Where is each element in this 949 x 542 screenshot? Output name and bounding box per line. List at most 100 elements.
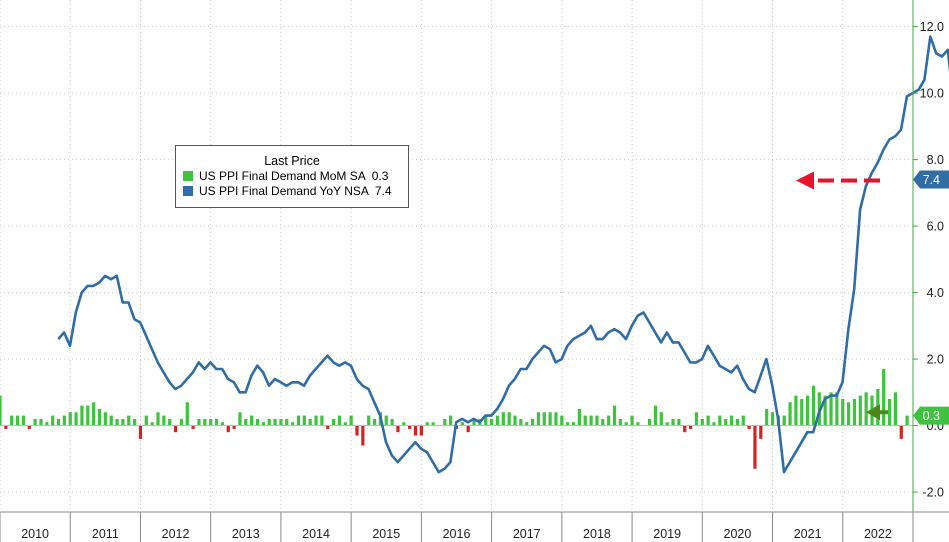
mom-bar [700, 418, 704, 426]
red-arrow-head [796, 171, 814, 190]
mom-bar-series [0, 369, 909, 469]
mom-bar [232, 425, 236, 429]
x-tick-label: 2021 [794, 527, 822, 541]
x-tick-label: 2013 [232, 527, 260, 541]
mom-bar [759, 425, 763, 439]
x-tick-label: 2011 [92, 527, 119, 541]
mom-bar [677, 418, 681, 426]
mom-bar [255, 418, 260, 426]
mom-bar [103, 412, 107, 426]
last-value-tag-label: 7.4 [923, 173, 940, 187]
last-value-tag [913, 406, 949, 425]
legend-entry-yoy: US PPI Final Demand YoY NSA 7.4 [176, 183, 408, 198]
mom-bar [688, 425, 693, 429]
mom-bar [864, 392, 868, 426]
mom-bar [431, 422, 435, 426]
mom-bar [882, 369, 886, 426]
x-tick-label: 2017 [513, 527, 541, 541]
mom-bar [0, 395, 2, 426]
mom-bar [724, 418, 728, 426]
legend-value-yoy: 7.4 [374, 183, 392, 198]
x-tick-label: 2022 [864, 527, 892, 541]
mom-bar [829, 392, 833, 426]
mom-bar [343, 422, 347, 426]
mom-bar [858, 395, 862, 426]
mom-bar [162, 415, 166, 426]
mom-bar [209, 418, 213, 426]
last-value-tag-label: 0.3 [923, 409, 940, 423]
mom-bar [115, 418, 119, 426]
legend: Last Price US PPI Final Demand MoM SA 0.… [175, 145, 409, 208]
mom-bar [566, 422, 570, 426]
mom-bar [10, 415, 14, 426]
mom-bar [355, 425, 359, 436]
mom-bar [595, 415, 599, 426]
mom-bar [419, 425, 423, 436]
mom-bar [261, 422, 265, 426]
mom-bar [314, 415, 318, 426]
mom-bar [554, 412, 558, 426]
mom-bar [530, 418, 535, 426]
mom-bar [97, 408, 102, 426]
x-tick-label: 2019 [653, 527, 681, 541]
mom-bar [121, 418, 125, 426]
mom-bar [905, 415, 909, 426]
mom-bar [560, 415, 564, 426]
mom-bar [489, 418, 494, 426]
mom-bar [39, 418, 43, 426]
mom-bar [735, 418, 740, 426]
vertical-grid [0, 0, 914, 512]
mom-bar [413, 425, 418, 436]
mom-bar [893, 392, 898, 426]
legend-title: Last Price [264, 154, 320, 168]
mom-bar [835, 392, 839, 426]
x-tick-label: 2015 [372, 527, 400, 541]
mom-bar [741, 415, 745, 426]
mom-bar [706, 415, 710, 426]
y-tick-label: 2.0 [927, 353, 944, 367]
mom-bar [21, 415, 26, 426]
mom-bar [168, 418, 172, 426]
y-tick-label: 12.0 [920, 20, 944, 34]
mom-bar [449, 415, 453, 426]
legend-label-mom: US PPI Final Demand MoM SA [199, 168, 366, 183]
mom-bar [788, 402, 792, 426]
mom-bar [238, 412, 242, 426]
mom-bar [589, 415, 593, 426]
mom-bar [62, 415, 66, 426]
legend-swatch-yoy [183, 185, 193, 196]
mom-bar [671, 418, 675, 426]
mom-bar [132, 418, 137, 426]
mom-bar [612, 405, 617, 426]
mom-bar [86, 405, 90, 426]
mom-bar [4, 425, 8, 429]
mom-bar [659, 412, 663, 426]
mom-bar [443, 418, 447, 426]
mom-bar [425, 422, 429, 426]
mom-bar [806, 395, 810, 426]
mom-bar [367, 415, 371, 426]
mom-bar [800, 398, 804, 426]
y-tick-label: 6.0 [927, 220, 944, 234]
mom-bar [27, 425, 31, 429]
mom-bar [244, 418, 248, 426]
mom-bar [466, 425, 470, 433]
mom-bar [852, 398, 857, 426]
mom-bar [899, 425, 903, 439]
mom-bar [630, 415, 634, 426]
mom-bar [203, 418, 207, 426]
mom-bar [472, 418, 476, 426]
mom-bar [291, 422, 295, 426]
mom-bar [718, 415, 722, 426]
mom-bar [51, 415, 55, 426]
mom-bar [214, 418, 219, 426]
y-tick-label: 8.0 [927, 153, 944, 167]
mom-bar [226, 425, 230, 433]
mom-bar [484, 415, 488, 426]
mom-bar [267, 418, 271, 426]
x-tick-label: 2020 [724, 527, 752, 541]
mom-bar [80, 405, 84, 426]
mom-bar [765, 408, 769, 426]
mom-bar [577, 408, 581, 426]
